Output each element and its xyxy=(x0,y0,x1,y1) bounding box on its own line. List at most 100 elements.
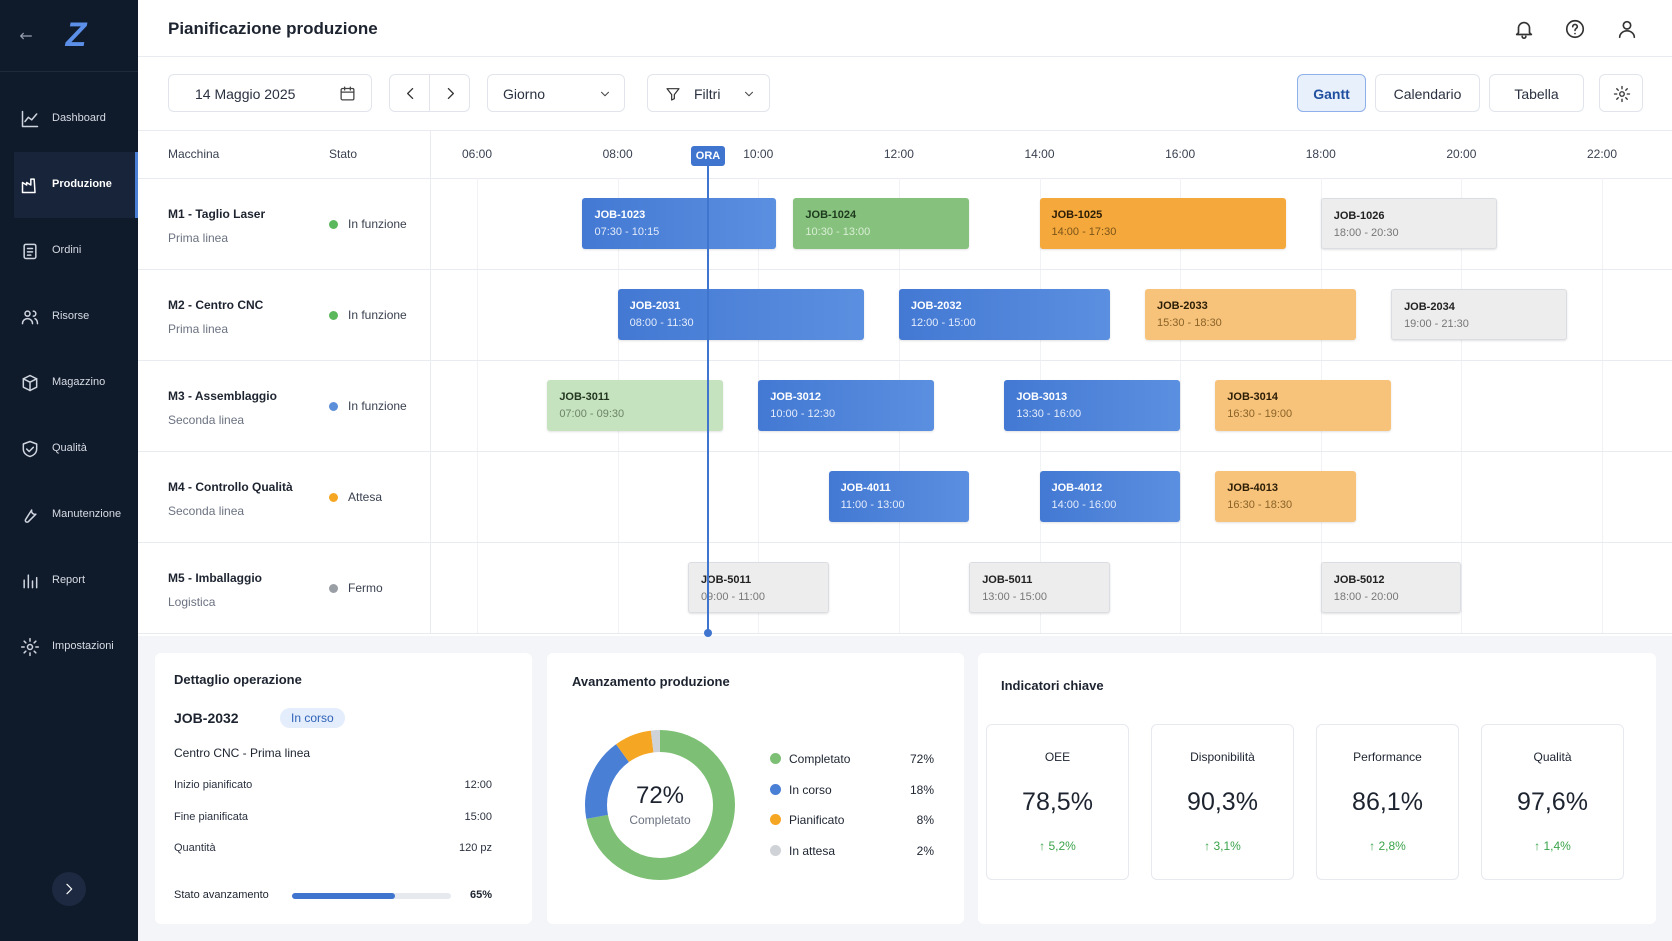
menu-item[interactable]: Magazzino xyxy=(14,350,138,416)
filter-button[interactable]: Filtri xyxy=(647,74,770,112)
view-button[interactable]: Tabella xyxy=(1489,74,1584,112)
job-bar[interactable]: JOB-4012 14:00 - 16:00 xyxy=(1039,471,1181,522)
job-id: JOB-5011 xyxy=(982,574,1033,586)
next-button[interactable] xyxy=(429,74,470,112)
legend-dot xyxy=(770,844,781,856)
job-id: JOB-2031 xyxy=(629,300,681,312)
view-button-text: Calendario xyxy=(1393,86,1462,102)
menu-item[interactable]: Risorse xyxy=(14,284,138,350)
next-icon xyxy=(442,85,459,102)
job-time: 12:00 - 15:00 xyxy=(910,317,976,329)
job-time: 07:30 - 10:15 xyxy=(594,226,660,238)
hour-label: 12:00 xyxy=(883,147,914,161)
job-id: JOB-4012 xyxy=(1051,482,1103,494)
menu-label: Risorse xyxy=(52,310,90,322)
icon-svg xyxy=(1515,21,1533,39)
progress-value: 65% xyxy=(469,889,492,901)
donut-segment xyxy=(585,730,735,880)
legend-value: 72% xyxy=(909,752,934,766)
job-bar[interactable]: JOB-4011 11:00 - 13:00 xyxy=(828,471,970,522)
menu-item[interactable]: Produzione xyxy=(14,152,138,218)
gantt-column-divider xyxy=(430,130,431,633)
kpi-card: Performance 86,1% ↑ 2,8% xyxy=(1316,724,1459,880)
user-icon[interactable] xyxy=(1616,18,1638,40)
job-bar[interactable]: JOB-5011 09:00 - 11:00 xyxy=(687,562,829,613)
job-bar[interactable]: JOB-2033 15:30 - 18:30 xyxy=(1144,289,1356,340)
gantt-header-border xyxy=(138,178,1672,179)
job-bar[interactable]: JOB-1026 18:00 - 20:30 xyxy=(1320,198,1497,249)
view-button[interactable]: Calendario xyxy=(1375,74,1480,112)
menu-item[interactable]: Dashboard xyxy=(14,86,138,152)
settings-button[interactable] xyxy=(1599,74,1643,112)
calendar-icon xyxy=(339,85,356,102)
legend-label: In corso xyxy=(789,782,832,797)
job-time: 16:30 - 18:30 xyxy=(1227,499,1293,511)
job-bar[interactable]: JOB-5011 13:00 - 15:00 xyxy=(969,562,1110,613)
hour-label: 20:00 xyxy=(1446,147,1477,161)
panel-title: Indicatori chiave xyxy=(1001,678,1104,693)
kpi-delta: ↑ 1,4% xyxy=(1534,839,1571,853)
job-bar[interactable]: JOB-1024 10:30 - 13:00 xyxy=(793,198,970,249)
job-code: JOB-2032 xyxy=(174,710,239,726)
date-picker[interactable]: 14 Maggio 2025 xyxy=(168,74,372,112)
job-bar[interactable]: JOB-2032 12:00 - 15:00 xyxy=(898,289,1110,340)
logo[interactable]: Z xyxy=(65,16,87,54)
state-label: In funzione xyxy=(348,399,407,413)
legend-value: 18% xyxy=(909,782,934,797)
filter-icon xyxy=(665,86,681,102)
view-mode-text: Giorno xyxy=(503,86,546,102)
job-bar[interactable]: JOB-2034 19:00 - 21:30 xyxy=(1391,289,1567,340)
menu-item[interactable]: Ordini xyxy=(14,218,138,284)
job-time: 14:00 - 17:30 xyxy=(1051,226,1117,238)
job-bar[interactable]: JOB-3012 10:00 - 12:30 xyxy=(758,380,935,431)
icon-svg xyxy=(407,87,414,100)
icon-svg xyxy=(24,509,37,523)
menu-item[interactable]: Impostazioni xyxy=(14,614,138,680)
hour-label: 14:00 xyxy=(1024,147,1055,161)
dropdown-icon xyxy=(742,87,756,101)
help-icon[interactable] xyxy=(1564,18,1586,40)
kpi-label: Qualità xyxy=(1533,750,1572,764)
job-bar[interactable]: JOB-3013 13:30 - 16:00 xyxy=(1004,380,1181,431)
header-divider xyxy=(138,56,1672,57)
job-bar[interactable]: JOB-2031 08:00 - 11:30 xyxy=(617,289,864,340)
machine-name: M4 - Controllo Qualità xyxy=(168,480,293,494)
job-id: JOB-4011 xyxy=(840,482,891,494)
view-button[interactable]: Gantt xyxy=(1297,74,1366,112)
view-mode-dropdown[interactable]: Giorno xyxy=(487,74,625,112)
icon-svg xyxy=(22,440,38,458)
menu-item[interactable]: Report xyxy=(14,548,138,614)
job-bar[interactable]: JOB-1025 14:00 - 17:30 xyxy=(1039,198,1286,249)
icon-svg xyxy=(66,883,73,895)
kpi-delta: ↑ 5,2% xyxy=(1039,839,1076,853)
job-bar[interactable]: JOB-3014 16:30 - 19:00 xyxy=(1215,380,1392,431)
notifications-icon[interactable] xyxy=(1513,18,1535,40)
icon-svg xyxy=(447,87,454,100)
kpi-delta: ↑ 3,1% xyxy=(1204,839,1241,853)
prev-button[interactable] xyxy=(389,74,430,112)
now-dot xyxy=(704,629,712,637)
hour-label: 06:00 xyxy=(461,147,493,161)
menu-icon xyxy=(20,307,40,327)
collapse-icon[interactable] xyxy=(18,28,34,44)
menu-item[interactable]: Manutenzione xyxy=(14,482,138,548)
job-bar[interactable]: JOB-4013 16:30 - 18:30 xyxy=(1215,471,1356,522)
hour-label: 22:00 xyxy=(1586,147,1618,161)
state-dot xyxy=(329,493,338,502)
job-id: JOB-3014 xyxy=(1227,391,1279,403)
expand-button[interactable] xyxy=(52,872,86,906)
job-time: 07:00 - 09:30 xyxy=(559,408,625,420)
job-time: 10:30 - 13:00 xyxy=(805,226,871,238)
machine-line: Logistica xyxy=(168,595,216,609)
legend-dot xyxy=(770,783,781,795)
view-button-text: Gantt xyxy=(1313,86,1350,102)
field-label: Inizio pianificato xyxy=(174,779,253,791)
job-bar[interactable]: JOB-3011 07:00 - 09:30 xyxy=(547,380,724,431)
job-bar[interactable]: JOB-1023 07:30 - 10:15 xyxy=(582,198,776,249)
kpi-card: Qualità 97,6% ↑ 1,4% xyxy=(1481,724,1624,880)
job-time: 18:00 - 20:30 xyxy=(1333,227,1399,239)
job-id: JOB-1024 xyxy=(805,209,857,221)
menu-label: Qualità xyxy=(52,442,87,454)
job-bar[interactable]: JOB-5012 18:00 - 20:00 xyxy=(1320,562,1462,613)
menu-item[interactable]: Qualità xyxy=(14,416,138,482)
